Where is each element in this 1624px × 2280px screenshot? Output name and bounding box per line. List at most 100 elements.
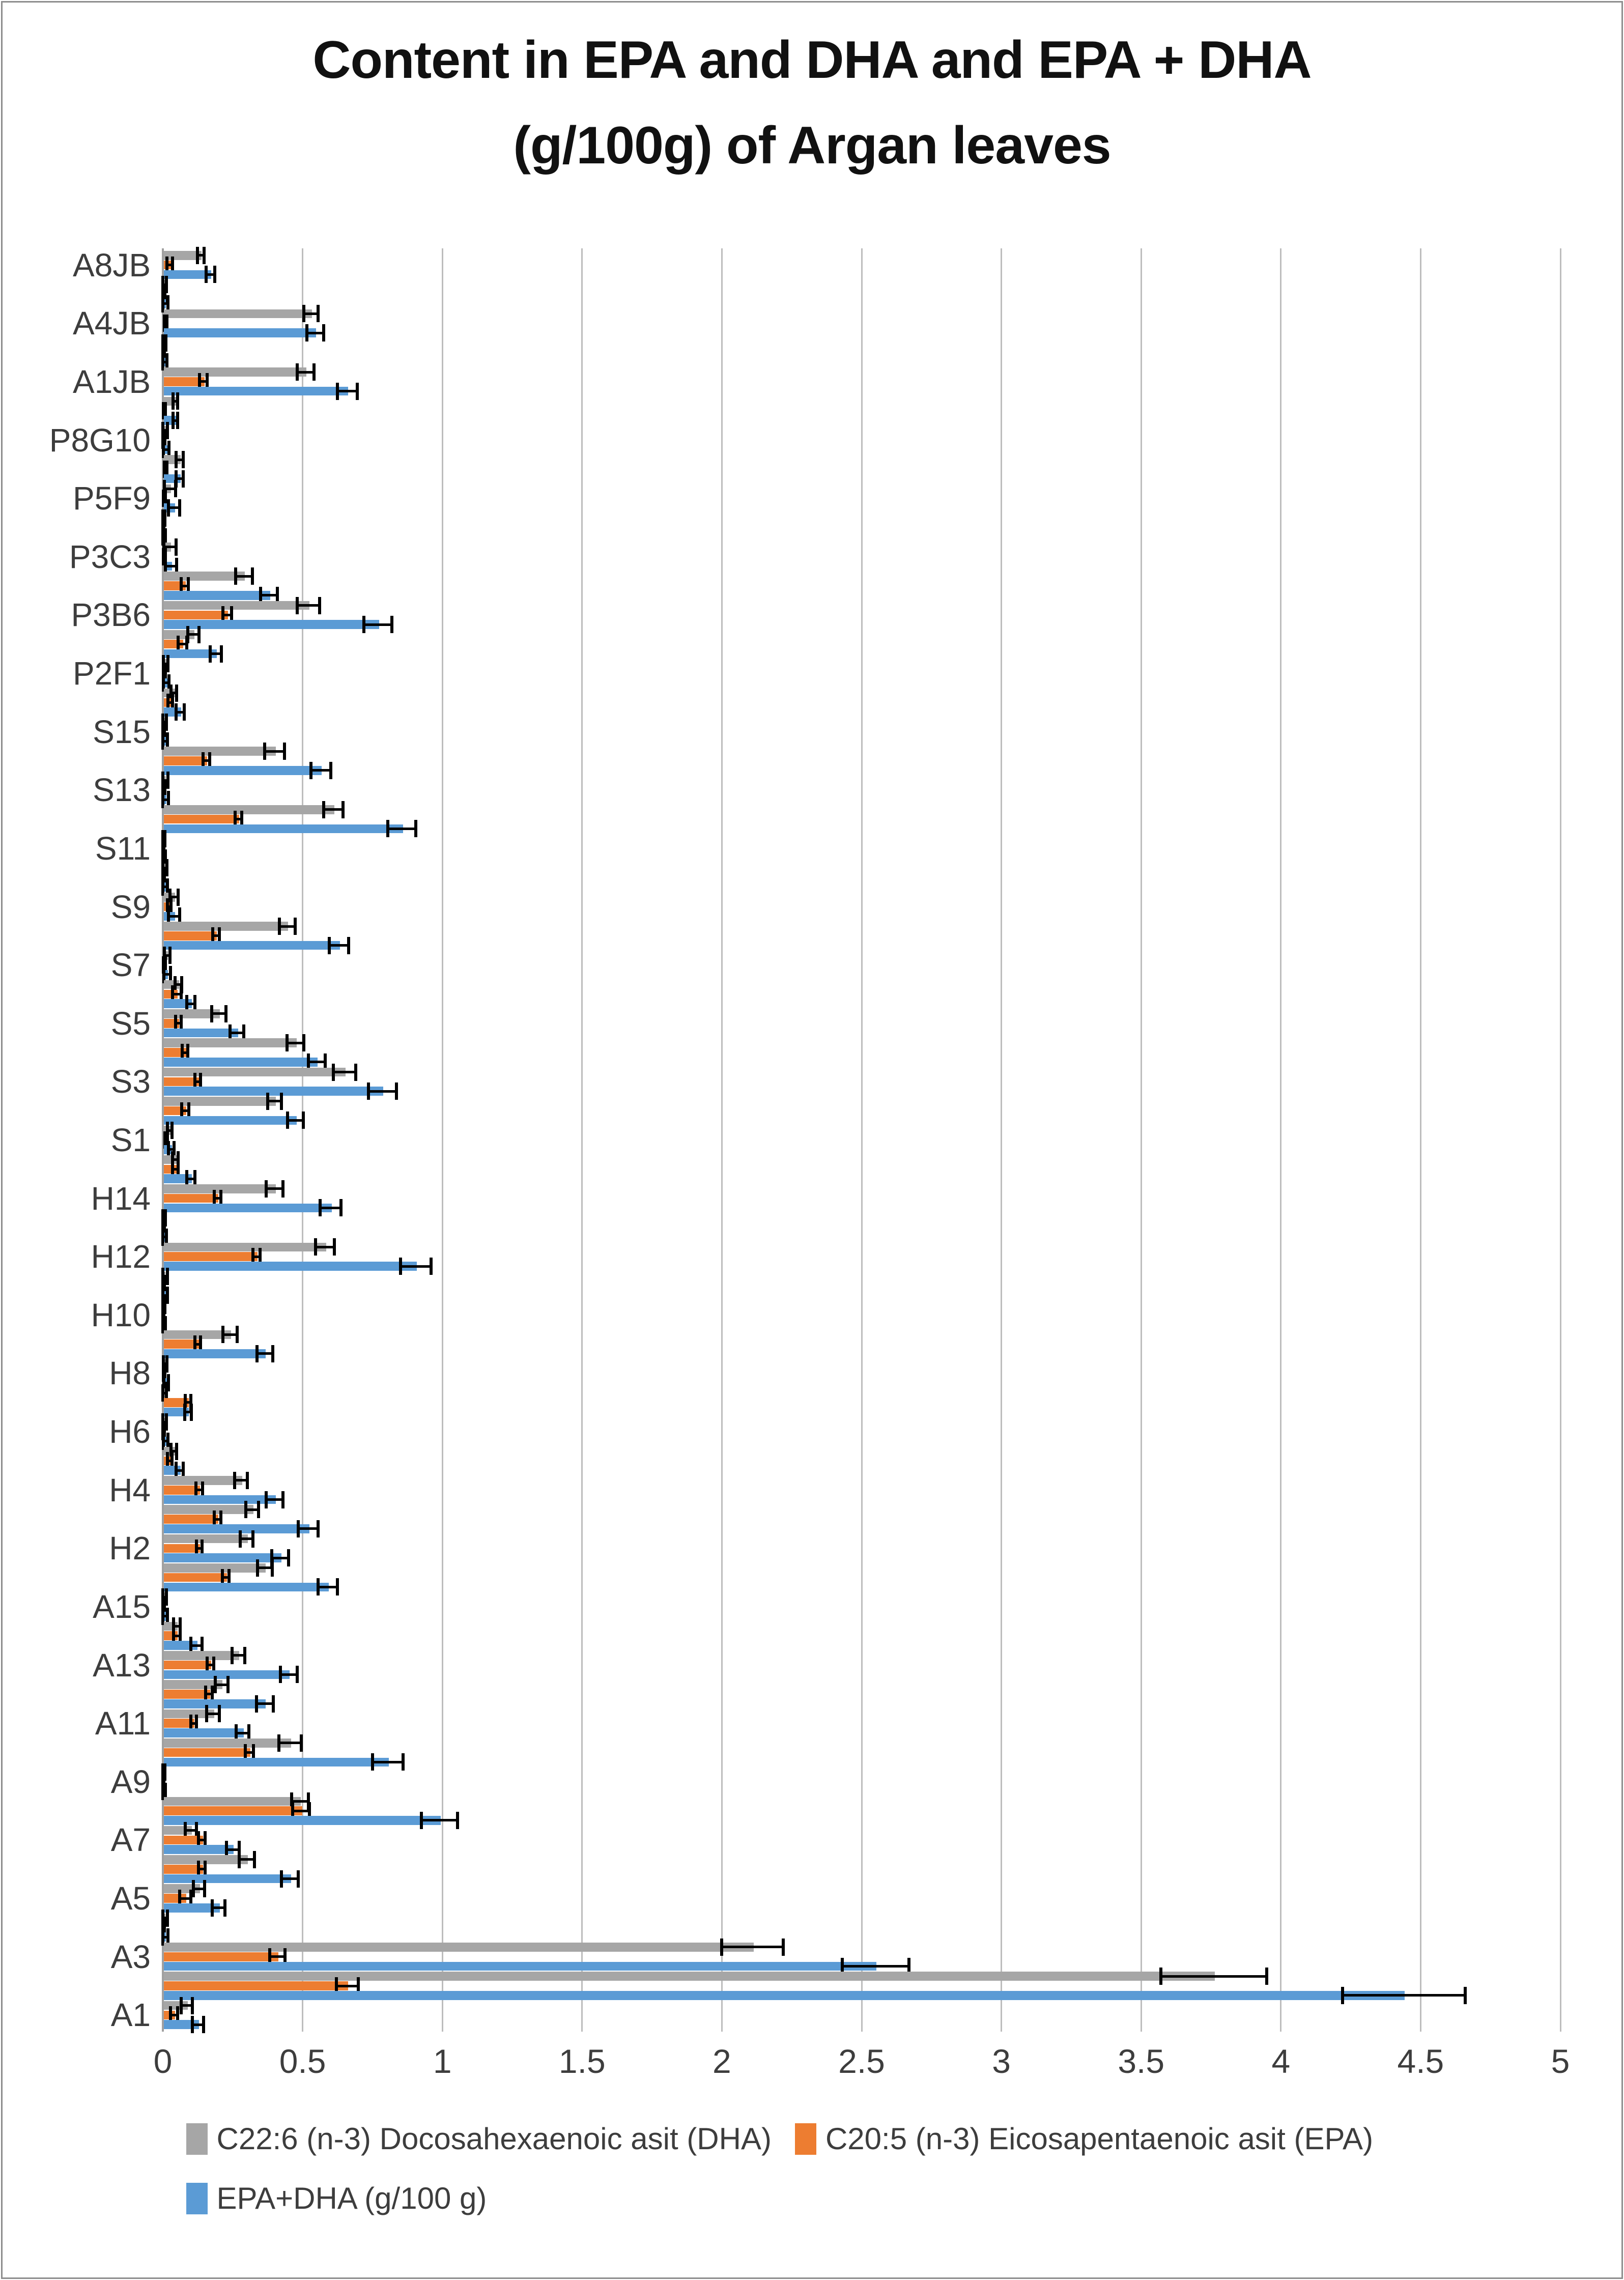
error-bar-line bbox=[245, 1751, 254, 1754]
category-label-H4: H4 bbox=[109, 1471, 151, 1508]
bar-dha bbox=[164, 1038, 297, 1048]
error-bar-line bbox=[167, 701, 173, 704]
bar-epa bbox=[164, 1864, 203, 1874]
error-bar-cap bbox=[162, 441, 165, 459]
error-bar-line bbox=[257, 1566, 273, 1570]
error-bar-line bbox=[169, 896, 179, 899]
error-bar-line bbox=[173, 1167, 179, 1171]
error-bar-line bbox=[203, 759, 210, 762]
error-bar-cap bbox=[251, 1530, 255, 1548]
error-bar-line bbox=[163, 1440, 168, 1443]
error-bar-cap bbox=[318, 596, 321, 614]
error-bar-line bbox=[372, 1760, 404, 1763]
gridline-4 bbox=[1280, 248, 1282, 2032]
error-bar-cap bbox=[178, 499, 181, 517]
bar-sum bbox=[164, 1524, 309, 1533]
error-bar-cap bbox=[165, 421, 169, 439]
error-bar-cap bbox=[782, 1938, 785, 1956]
category-label-A13: A13 bbox=[93, 1646, 151, 1684]
error-bar-cap bbox=[293, 918, 297, 935]
error-bar-line bbox=[163, 1391, 167, 1394]
error-bar-cap bbox=[199, 1335, 203, 1353]
error-bar-cap bbox=[161, 1364, 165, 1382]
error-bar-cap bbox=[291, 1802, 295, 1820]
error-bar-cap bbox=[164, 548, 167, 565]
error-bar-line bbox=[207, 1712, 220, 1715]
error-bar-line bbox=[287, 1041, 304, 1044]
error-bar-cap bbox=[161, 1218, 164, 1236]
error-bar-line bbox=[388, 827, 416, 830]
bar-sum-P3B6 bbox=[164, 620, 379, 629]
error-bar-cap bbox=[161, 353, 164, 371]
error-bar-line bbox=[246, 1508, 259, 1511]
error-bar-cap bbox=[163, 665, 167, 682]
bar-sum bbox=[164, 1641, 197, 1650]
error-bar-cap bbox=[168, 965, 172, 983]
error-bar-cap bbox=[322, 801, 325, 818]
bar-dha-A4JB bbox=[164, 309, 312, 319]
error-bar-cap bbox=[200, 1540, 204, 1557]
error-bar-cap bbox=[217, 927, 221, 945]
error-bar-line bbox=[171, 1450, 177, 1453]
error-bar-line bbox=[207, 1664, 214, 1667]
error-bar-cap bbox=[161, 1588, 164, 1606]
bar-sum-A3 bbox=[164, 1961, 877, 1971]
error-bar-cap bbox=[175, 684, 179, 702]
error-bar-cap bbox=[163, 1297, 167, 1315]
error-bar-line bbox=[265, 750, 284, 753]
error-bar-line bbox=[200, 380, 207, 383]
error-bar-cap bbox=[212, 1510, 216, 1528]
error-bar-cap bbox=[286, 1112, 290, 1129]
error-bar-cap bbox=[163, 1919, 166, 1936]
error-bar-line bbox=[167, 1459, 173, 1462]
bar-dha bbox=[164, 1097, 276, 1106]
error-bar-cap bbox=[187, 1102, 190, 1120]
category-label-A4JB: A4JB bbox=[73, 305, 151, 342]
bar-sum bbox=[164, 1991, 1405, 2000]
error-bar-line bbox=[214, 1197, 221, 1200]
category-label-H10: H10 bbox=[91, 1296, 151, 1333]
error-bar-line bbox=[230, 1032, 244, 1035]
error-bar-cap bbox=[208, 752, 211, 770]
error-bar-line bbox=[323, 808, 344, 811]
error-bar-cap bbox=[281, 1491, 285, 1508]
error-bar-line bbox=[163, 1236, 166, 1239]
error-bar-line bbox=[163, 779, 168, 782]
error-bar-cap bbox=[354, 1063, 357, 1081]
error-bar-line bbox=[239, 1858, 254, 1861]
error-bar-line bbox=[226, 1848, 239, 1851]
error-bar-cap bbox=[164, 713, 168, 731]
category-label-S7: S7 bbox=[110, 947, 151, 984]
error-bar-line bbox=[184, 1411, 191, 1414]
error-bar-cap bbox=[341, 801, 345, 818]
error-bar-cap bbox=[398, 1258, 402, 1275]
bar-epa-H4 bbox=[164, 1485, 201, 1495]
error-bar-line bbox=[722, 1946, 784, 1949]
bar-sum bbox=[164, 824, 403, 834]
error-bar-cap bbox=[332, 1063, 335, 1081]
error-bar-cap bbox=[227, 1569, 231, 1586]
error-bar-cap bbox=[281, 1180, 285, 1198]
bar-dha bbox=[164, 805, 334, 814]
error-bar-cap bbox=[161, 509, 164, 527]
error-bar-cap bbox=[164, 1413, 168, 1431]
error-bar-cap bbox=[213, 1676, 217, 1694]
bar-sum bbox=[164, 1407, 189, 1417]
bar-epa-A3 bbox=[164, 1952, 279, 1961]
bar-sum-H2 bbox=[164, 1553, 281, 1562]
error-bar-cap bbox=[165, 1267, 169, 1285]
category-label-P8G10: P8G10 bbox=[49, 421, 151, 459]
error-bar-cap bbox=[295, 363, 299, 381]
error-bar-cap bbox=[161, 344, 164, 361]
error-bar-line bbox=[267, 1100, 282, 1103]
bar-epa bbox=[164, 1806, 302, 1815]
error-bar-line bbox=[329, 944, 349, 947]
error-bar-cap bbox=[198, 373, 202, 390]
error-bar-line bbox=[190, 1644, 202, 1647]
error-bar-cap bbox=[218, 1705, 221, 1723]
error-bar-line bbox=[163, 360, 167, 363]
error-bar-line bbox=[185, 1401, 191, 1404]
error-bar-cap bbox=[175, 557, 179, 575]
bar-dha-A13 bbox=[164, 1651, 240, 1660]
